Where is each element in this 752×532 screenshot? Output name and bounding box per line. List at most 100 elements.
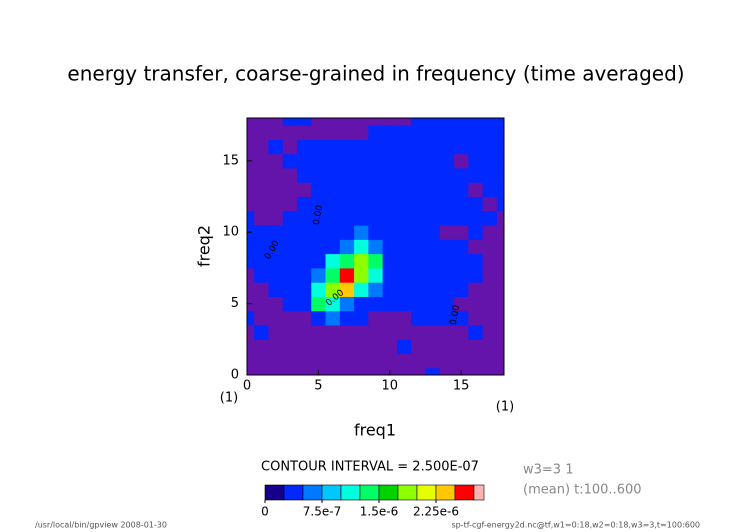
contour-cell: [368, 196, 384, 212]
colorbar: 0 7.5e-7 1.5e-6 2.25e-6: [261, 484, 485, 519]
contour-cell: [496, 367, 504, 375]
contour-cell: [254, 267, 269, 283]
contour-cell: [339, 353, 355, 369]
contour-cell: [282, 153, 298, 169]
contour-cell: [339, 310, 355, 326]
contour-cell: [254, 210, 269, 226]
contour-cell: [411, 139, 426, 155]
y-tick-label: 5: [231, 296, 239, 311]
contour-cell: [468, 225, 484, 240]
contour-cell: [325, 182, 341, 198]
contour-cell: [247, 239, 255, 255]
contour-cell: [425, 139, 441, 155]
contour-cell: [368, 310, 384, 326]
contour-cell: [325, 282, 341, 297]
contour-cell: [268, 253, 284, 269]
contour-cell: [496, 339, 504, 355]
contour-cell: [439, 325, 455, 340]
contour-cell: [368, 367, 384, 375]
contour-cell: [339, 253, 355, 269]
contour-cell: [311, 167, 327, 183]
contour-cell: [268, 153, 284, 169]
contour-cell: [339, 296, 355, 312]
contour-cell: [396, 210, 412, 226]
contour-cell: [254, 239, 269, 255]
contour-cell: [311, 325, 327, 340]
x-tick-label: 5: [314, 379, 322, 394]
contour-cell: [296, 367, 312, 375]
plot-frame: [246, 117, 505, 376]
contour-cell: [425, 267, 441, 283]
contour-cell: [339, 339, 355, 355]
colorbar-box: [397, 484, 418, 501]
contour-cell: [325, 367, 341, 375]
contour-cell: [496, 282, 504, 297]
footer-left: /usr/local/bin/gpview 2008-01-30: [35, 521, 167, 530]
contour-cell: [454, 139, 469, 155]
contour-cell: [354, 296, 369, 312]
contour-cell: [411, 196, 426, 212]
contour-cell: [254, 296, 269, 312]
y-tick-label: 15: [222, 153, 239, 168]
contour-cell: [454, 153, 469, 169]
contour-cell: [254, 282, 269, 297]
colorbar-tick-label: 0: [261, 505, 269, 519]
contour-cell: [325, 167, 341, 183]
contour-cell: [282, 353, 298, 369]
contour-cell: [368, 296, 384, 312]
contour-cell: [247, 253, 255, 269]
contour-cell: [439, 139, 455, 155]
contour-cell: [325, 267, 341, 283]
contour-cell: [325, 310, 341, 326]
colorbar-box: [283, 484, 304, 501]
footer-right: sp-tf-cgf-energy2d.nc@tf,w1=0:18,w2=0:18…: [451, 521, 700, 530]
contour-cell: [382, 196, 398, 212]
contour-cell: [268, 282, 284, 297]
contour-cell: [268, 210, 284, 226]
contour-cell: [339, 182, 355, 198]
contour-cell: [325, 296, 341, 312]
contour-cell: [382, 310, 398, 326]
contour-cell: [396, 118, 412, 126]
contour-cell: [296, 139, 312, 155]
contour-cell: [425, 339, 441, 355]
contour-interval: CONTOUR INTERVAL = 2.500E-07: [261, 460, 479, 475]
contour-cell: [247, 182, 255, 198]
contour-cell: [296, 325, 312, 340]
contour-cell: [282, 310, 298, 326]
contour-cell: [296, 296, 312, 312]
contour-cell: [482, 196, 498, 212]
x-unit: (1): [496, 400, 514, 415]
contour-cell: [339, 267, 355, 283]
contour-cell: [368, 153, 384, 169]
contour-cell: [454, 210, 469, 226]
contour-cell: [296, 125, 312, 140]
contour-cell: [468, 125, 484, 140]
contour-cell: [439, 210, 455, 226]
contour-cell: [296, 239, 312, 255]
contour-cell: [247, 196, 255, 212]
contour-cell: [454, 196, 469, 212]
contour-cell: [396, 239, 412, 255]
contour-cell: [247, 310, 255, 326]
contour-cell: [368, 139, 384, 155]
colorbar-box: [302, 484, 323, 501]
contour-cell: [354, 310, 369, 326]
contour-cell: [411, 367, 426, 375]
contour-cell: [254, 153, 269, 169]
y-axis-label: freq2: [195, 225, 214, 267]
contour-cell: [454, 267, 469, 283]
contour-cell: [468, 182, 484, 198]
contour-cell: [282, 167, 298, 183]
contour-cell: [247, 325, 255, 340]
info-line: (mean) t:100..600: [523, 483, 642, 498]
contour-cell: [247, 353, 255, 369]
contour-cell: [482, 153, 498, 169]
contour-cell: [411, 182, 426, 198]
colorbar-above: [473, 484, 485, 501]
contour-cell: [282, 267, 298, 283]
contour-cell: [425, 225, 441, 240]
contour-cell: [368, 253, 384, 269]
contour-cell: [268, 296, 284, 312]
